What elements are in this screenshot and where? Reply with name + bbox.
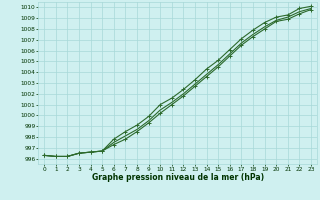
X-axis label: Graphe pression niveau de la mer (hPa): Graphe pression niveau de la mer (hPa) [92,173,264,182]
